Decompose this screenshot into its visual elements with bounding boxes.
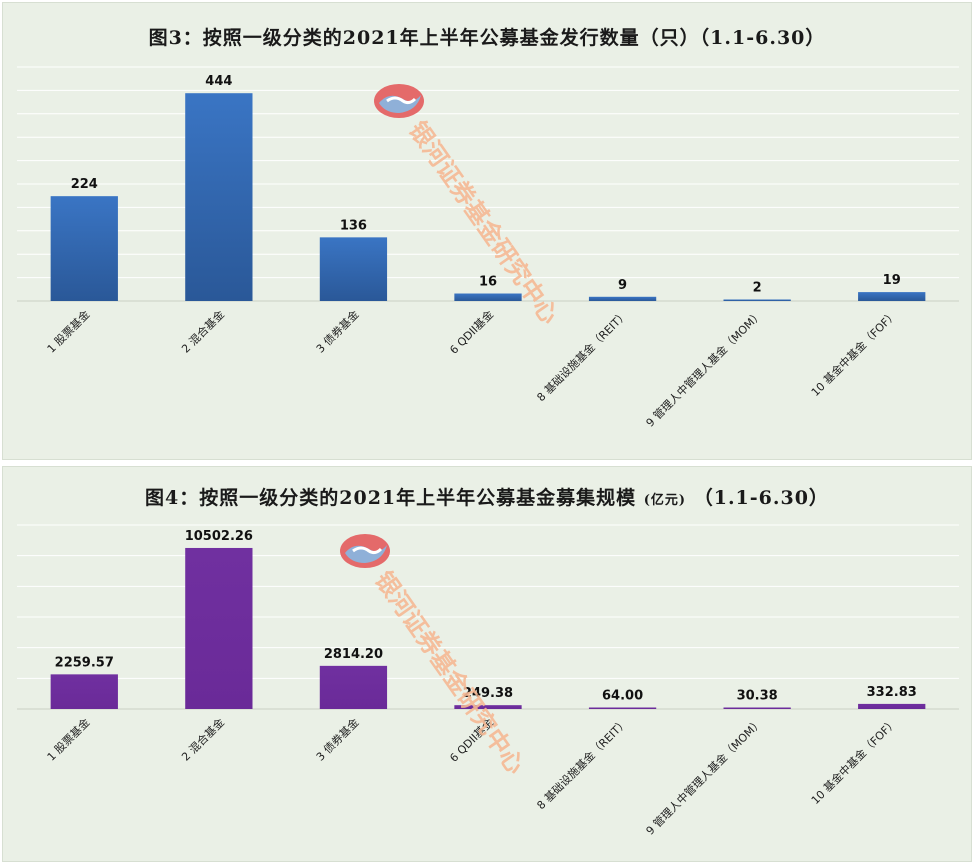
bar-chart-fundraising-scale: 2259.57 1 股票基金 10502.26 2 混合基金 2814.20 3 债券基金… [17,524,959,838]
data-label: 332.83 [867,685,917,700]
chart-title: 图3：按照一级分类的2021年上半年公募基金发行数量（只）（1.1-6.30） [148,27,826,49]
bar [50,674,118,709]
bar [319,237,388,301]
category-label: 3 债券基金 [313,307,361,355]
bar [50,196,118,301]
bar [185,547,253,709]
data-label: 2814.20 [324,647,383,662]
category-label: 8 基础设施基金（REIT） [534,715,631,812]
category-label: 6 QDII基金 [447,307,497,357]
category-label: 2 混合基金 [179,715,227,763]
data-label: 2 [753,281,762,296]
category-label: 3 债券基金 [313,715,361,763]
data-label: 30.38 [737,689,778,704]
bar [858,703,926,709]
data-label: 16 [479,275,497,290]
bar [319,665,388,709]
chart-panel-fundraising-scale: 图4：按照一级分类的2021年上半年公募基金募集规模 (亿元) （1.1-6.3… [2,466,972,862]
chart-title: 图4：按照一级分类的2021年上半年公募基金募集规模 (亿元) （1.1-6.3… [3,483,971,510]
chart-panel-issuance-count: 图3：按照一级分类的2021年上半年公募基金发行数量（只）（1.1-6.30） … [2,2,972,460]
bar [588,707,657,709]
bar [588,296,657,301]
data-label: 224 [71,177,98,192]
data-label: 249.38 [463,686,513,701]
chart-title-main: 图4：按照一级分类的2021年上半年公募基金募集规模 [145,487,637,509]
category-label: 9 管理人中管理人基金（MOM） [643,715,765,837]
bar [454,293,522,301]
chart-title-range: （1.1-6.30） [693,487,829,509]
bar [454,705,522,709]
bar-chart-issuance-count: 224 1 股票基金 444 2 混合基金 136 3 债券基金 16 6 QDII基金 9 8 … [17,66,959,430]
data-label: 2259.57 [55,655,114,670]
data-label: 19 [883,273,901,288]
bar [723,707,791,709]
data-label: 64.00 [602,689,643,704]
bar [723,299,791,301]
category-label: 10 基金中基金（FOF） [808,715,900,807]
category-label: 10 基金中基金（FOF） [808,307,900,399]
category-label: 6 QDII基金 [447,715,497,765]
category-label: 1 股票基金 [44,715,92,763]
category-label: 2 混合基金 [179,307,227,355]
data-label: 9 [618,278,627,293]
category-label: 8 基础设施基金（REIT） [534,307,631,404]
data-label: 10502.26 [185,529,253,544]
data-label: 444 [205,74,232,89]
chart-title-unit: (亿元) [643,493,687,508]
bar [858,292,926,301]
bar [185,93,253,301]
category-label: 9 管理人中管理人基金（MOM） [643,307,765,429]
data-label: 136 [340,218,367,233]
category-label: 1 股票基金 [44,307,92,355]
